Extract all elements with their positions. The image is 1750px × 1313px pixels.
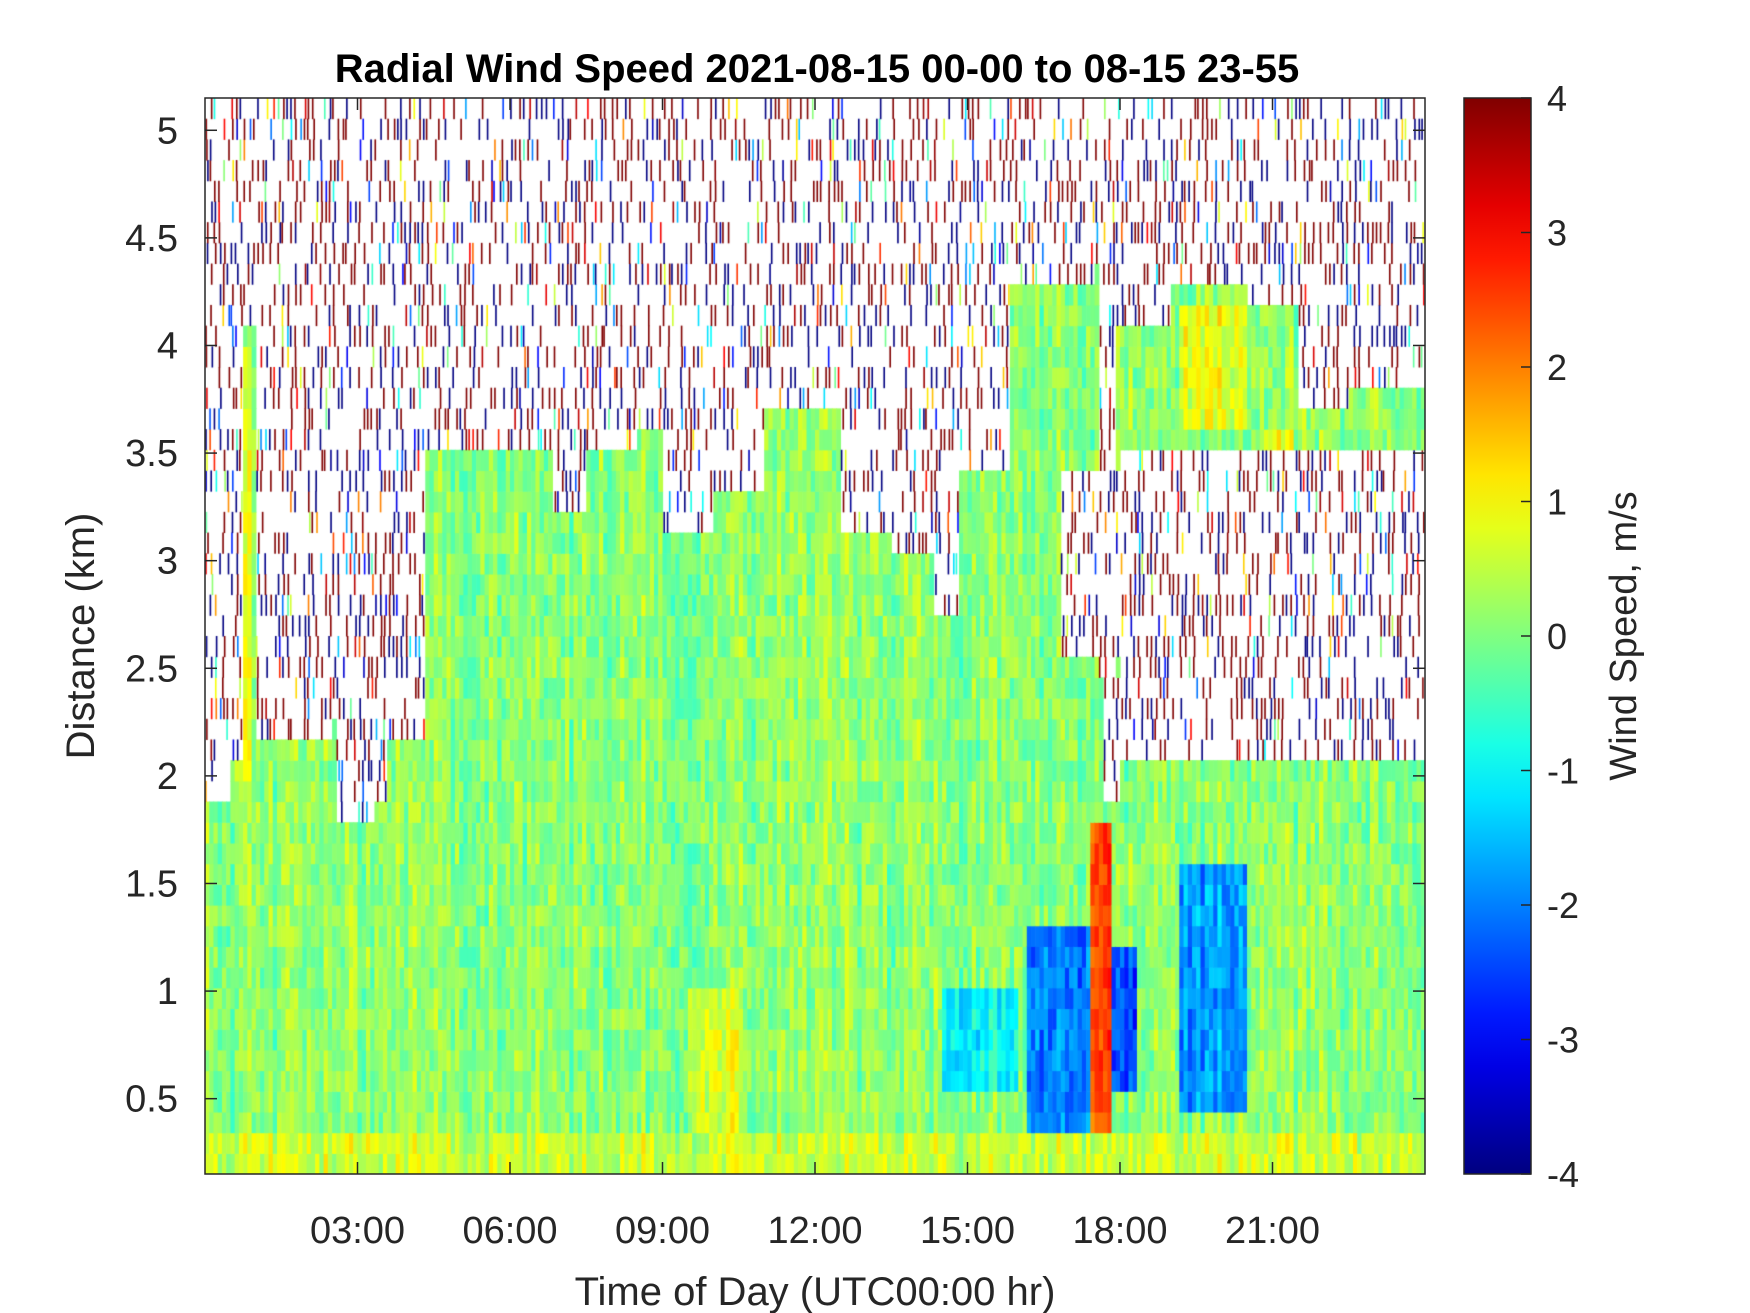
x-tick-label: 03:00 (310, 1210, 405, 1252)
y-tick-label: 2 (157, 756, 178, 798)
x-tick-label: 09:00 (615, 1210, 710, 1252)
colorbar-axis: 4 3 2 1 0 -1 -2 -3 -4 (1521, 78, 1579, 1195)
x-tick-label: 18:00 (1072, 1210, 1167, 1252)
colorbar-tick-label: -3 (1547, 1020, 1579, 1061)
x-axis-label: Time of Day (UTC00:00 hr) (575, 1270, 1056, 1313)
y-tick-label: 1.5 (125, 863, 178, 905)
x-tick-label: 06:00 (462, 1210, 557, 1252)
x-tick-label: 15:00 (920, 1210, 1015, 1252)
colorbar-tick-label: 4 (1547, 78, 1567, 119)
chart-title: Radial Wind Speed 2021-08-15 00-00 to 08… (335, 47, 1300, 91)
colorbar-tick-label: -4 (1547, 1154, 1579, 1195)
y-tick-label: 1 (157, 971, 178, 1013)
y-tick-label: 3 (157, 541, 178, 583)
y-axis-label: Distance (km) (59, 513, 103, 760)
y-tick-label: 2.5 (125, 648, 178, 690)
colorbar-tick-label: -2 (1547, 885, 1579, 926)
y-tick-label: 4 (157, 325, 178, 367)
colorbar-tick-label: 3 (1547, 213, 1567, 254)
y-tick-label: 3.5 (125, 433, 178, 475)
heatmap-raster (205, 98, 1425, 1174)
y-tick-label: 5 (157, 110, 178, 152)
colorbar-tick-label: 1 (1547, 482, 1567, 523)
colorbar-tick-label: 2 (1547, 347, 1567, 388)
colorbar (1463, 97, 1532, 1175)
heatmap (205, 98, 1425, 1174)
y-axis: 0.5 1 1.5 2 2.5 3 3.5 4 4.5 5 (125, 110, 1425, 1121)
x-axis: 03:00 06:00 09:00 12:00 15:00 18:00 21:00 (310, 98, 1320, 1252)
colorbar-label: Wind Speed, m/s (1603, 491, 1645, 780)
y-tick-label: 4.5 (125, 218, 178, 260)
colorbar-tick-label: 0 (1547, 616, 1567, 657)
x-tick-label: 12:00 (767, 1210, 862, 1252)
colorbar-tick-label: -1 (1547, 751, 1579, 792)
x-tick-label: 21:00 (1225, 1210, 1320, 1252)
y-tick-label: 0.5 (125, 1079, 178, 1121)
